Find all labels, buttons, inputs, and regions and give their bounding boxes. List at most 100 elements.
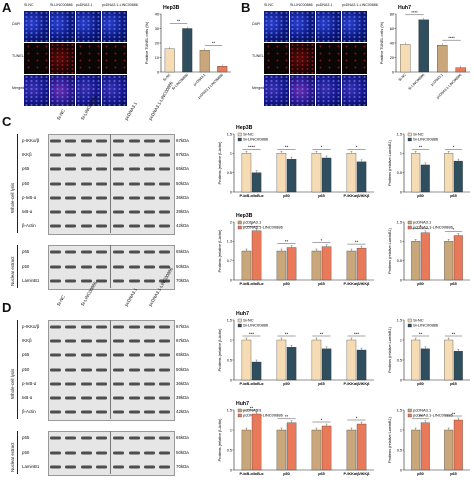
- y-tick-label: 20: [390, 56, 394, 60]
- blot-band: [113, 224, 125, 229]
- micrograph-image: [50, 43, 75, 74]
- blot-band: [65, 381, 77, 386]
- y-axis-title: Protiens (relative LaminB1): [388, 227, 392, 274]
- blot-band: [143, 450, 155, 455]
- micrograph-texture: [50, 11, 75, 42]
- blot-band: [80, 250, 92, 255]
- bar: [164, 48, 175, 73]
- micrograph-texture: [102, 75, 127, 106]
- blot-band: [128, 396, 140, 400]
- micrograph-image: [290, 75, 315, 106]
- sig-label: **: [212, 40, 216, 45]
- x-tick-label: p50: [283, 282, 290, 286]
- protein-label: p50: [22, 180, 30, 186]
- blot-band: [65, 167, 77, 172]
- legend-swatch: [407, 225, 412, 230]
- blot-band: [159, 139, 171, 143]
- micrograph-row-label: DAPI: [252, 22, 261, 26]
- micrograph-texture: [264, 75, 289, 106]
- sig-label: **: [419, 414, 423, 419]
- y-tick-label: 20: [155, 41, 159, 45]
- blot-band: [65, 264, 77, 269]
- sig-label: **: [285, 145, 289, 150]
- blot-band: [80, 181, 92, 186]
- y-tick-label: 30: [155, 27, 159, 31]
- blot-band: [143, 410, 155, 415]
- blot-band: [80, 210, 92, 214]
- sig-label: *: [420, 224, 422, 229]
- micrograph-column-label: Si-NC: [24, 3, 34, 7]
- bar: [346, 153, 357, 193]
- x-tick-label: p65: [450, 382, 457, 386]
- x-tick-label: pcDNA3.1: [193, 73, 207, 87]
- bar: [286, 247, 297, 281]
- sig-label: **: [452, 331, 456, 336]
- nuclear-bracket: [17, 431, 18, 474]
- legend-swatch: [407, 323, 412, 328]
- blot-divider: [110, 320, 111, 420]
- blot-band: [95, 325, 107, 329]
- panel-b-micrographs: Si-NC Si-LINC00886 pcDNA3.1 pcDNA3.1-LINC00…: [252, 3, 378, 110]
- blot-band: [113, 410, 125, 415]
- lysate-bracket: [17, 320, 18, 420]
- legend-label: Si-LINC00886: [413, 137, 439, 142]
- blot-band: [143, 278, 155, 283]
- blot-band: [50, 195, 61, 200]
- bar: [356, 423, 367, 471]
- kda-marker: 50kDa: [176, 449, 189, 455]
- micrograph-image: [264, 43, 289, 74]
- blot-band: [159, 153, 171, 158]
- blot-band: [65, 224, 77, 229]
- blot-band: [65, 450, 77, 455]
- kda-marker: 87kDa: [176, 324, 189, 329]
- protein-label: p50: [22, 366, 30, 372]
- panel-a-micrographs: Si-NC Si-LINC00886 pcDNA3.1 pcDNA3.1-LINC00…: [12, 3, 138, 110]
- blot-band: [80, 367, 92, 372]
- y-tick-label: 1.5: [397, 220, 402, 224]
- micrograph-texture: [102, 11, 127, 42]
- bar: [241, 250, 252, 281]
- blot-band: [128, 353, 140, 358]
- blot-band: [95, 224, 107, 229]
- x-tick-label: p65: [450, 282, 457, 286]
- blot-band: [80, 450, 92, 455]
- blot-band: [113, 195, 125, 200]
- tunel-bar-chart-huh7: 0 20 40 60 80 Positive TUNEL cells (%) Huh7 Si-…: [380, 5, 470, 100]
- y-tick-label: 0.7: [227, 259, 232, 263]
- y-tick-label: 1.3: [227, 240, 232, 244]
- panel-label-b: B: [241, 0, 251, 15]
- legend-label: pcDNA3.1: [413, 220, 432, 225]
- blot-band: [65, 464, 77, 469]
- bar: [276, 429, 287, 471]
- blot-band: [50, 367, 61, 372]
- y-tick-label: 1: [230, 428, 232, 432]
- nuclear-extract-label: Nuclear extract: [10, 256, 15, 286]
- lysate-bracket: [17, 134, 18, 234]
- bar: [251, 172, 262, 193]
- bar: [241, 429, 252, 471]
- blot-band: [113, 167, 125, 172]
- sig-label: *: [321, 417, 323, 422]
- sig-label: *: [251, 222, 253, 227]
- protein-chart-c3: 0 0.7 1.3 2 Protiens (relative β-Actin) Hep3B…: [218, 213, 374, 286]
- protein-chart-c1: 0 0.5 1 1.5 Protiens (relative β-Actin) Hep3B…: [218, 125, 374, 198]
- protein-label: β-Actin: [22, 223, 36, 229]
- micrograph-image: [102, 75, 127, 106]
- x-tick-label: P-IKKα/β/IKKβ: [344, 472, 371, 476]
- y-axis-title: Protiens (relative LaminB1): [388, 139, 392, 186]
- kda-marker: 65kDa: [176, 352, 189, 358]
- kda-marker: 50kDa: [176, 366, 189, 372]
- blot-band: [159, 278, 171, 283]
- micrograph-texture: [290, 43, 315, 74]
- blot-band: [50, 210, 61, 214]
- blot-band: [95, 381, 107, 386]
- blot-band: [65, 367, 77, 372]
- y-axis-title: Protiens (relative β-Actin): [218, 229, 222, 272]
- y-tick-label: 0.5: [397, 448, 402, 452]
- legend-label: Si-NC: [413, 318, 424, 323]
- blot-band: [95, 436, 107, 441]
- blot-band: [95, 278, 107, 283]
- y-axis-title: Positive TUNEL cells (%): [380, 21, 384, 64]
- bar: [311, 339, 322, 381]
- bar: [346, 429, 357, 471]
